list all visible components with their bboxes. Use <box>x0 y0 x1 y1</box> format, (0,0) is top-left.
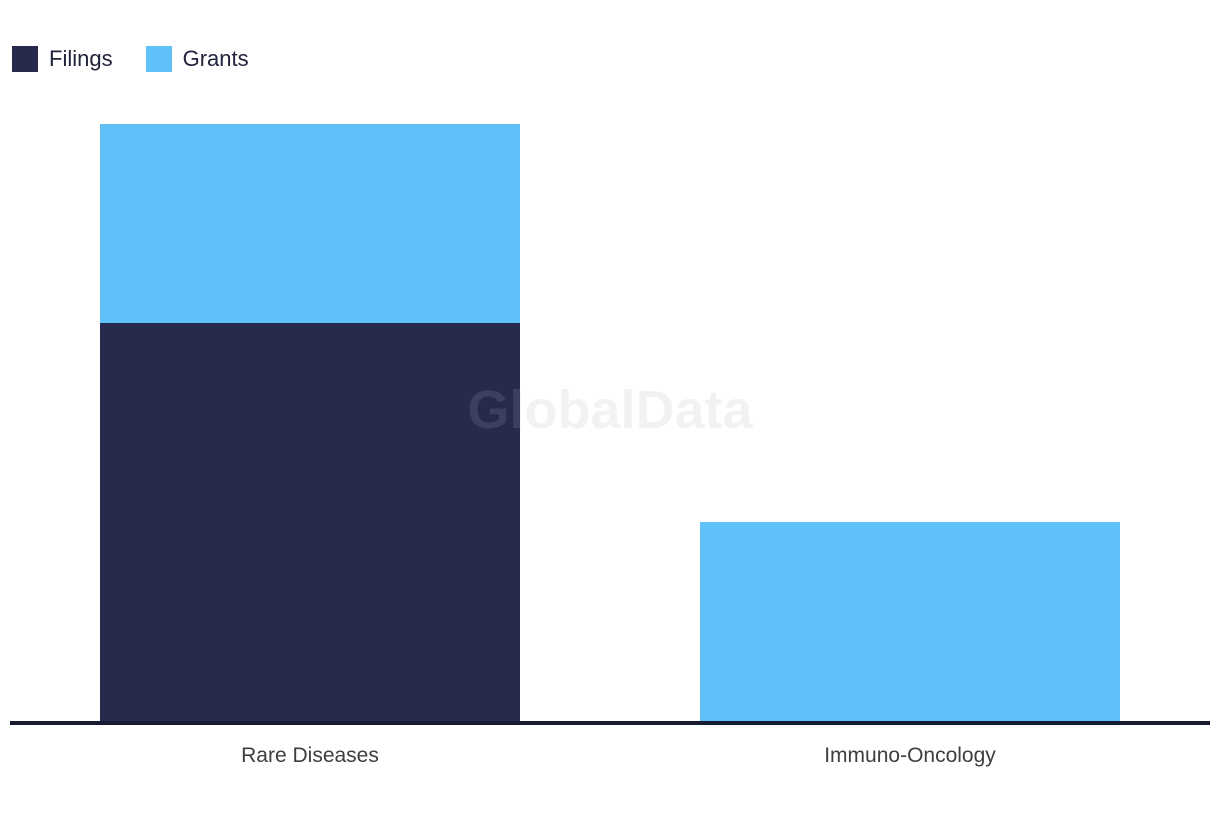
bar-group-rare-diseases <box>100 0 520 721</box>
legend-item-filings[interactable]: Filings <box>12 46 113 72</box>
legend: Filings Grants <box>12 46 249 72</box>
x-axis-line <box>10 721 1210 725</box>
x-axis-label-rare-diseases: Rare Diseases <box>241 744 379 767</box>
bar-segment-grants-rare-diseases[interactable] <box>100 124 520 323</box>
bar-group-immuno-oncology <box>700 0 1120 721</box>
legend-label-filings: Filings <box>49 46 113 71</box>
legend-label-grants: Grants <box>182 46 249 71</box>
x-axis-label-immuno-oncology: Immuno-Oncology <box>824 744 996 767</box>
bar-segment-filings-rare-diseases[interactable] <box>100 323 520 721</box>
bar-segment-grants-immuno-oncology[interactable] <box>700 522 1120 721</box>
legend-swatch-filings <box>12 46 38 72</box>
legend-swatch-grants <box>145 46 172 72</box>
chart-plot-area <box>100 0 1120 721</box>
legend-item-grants[interactable]: Grants <box>145 46 249 72</box>
